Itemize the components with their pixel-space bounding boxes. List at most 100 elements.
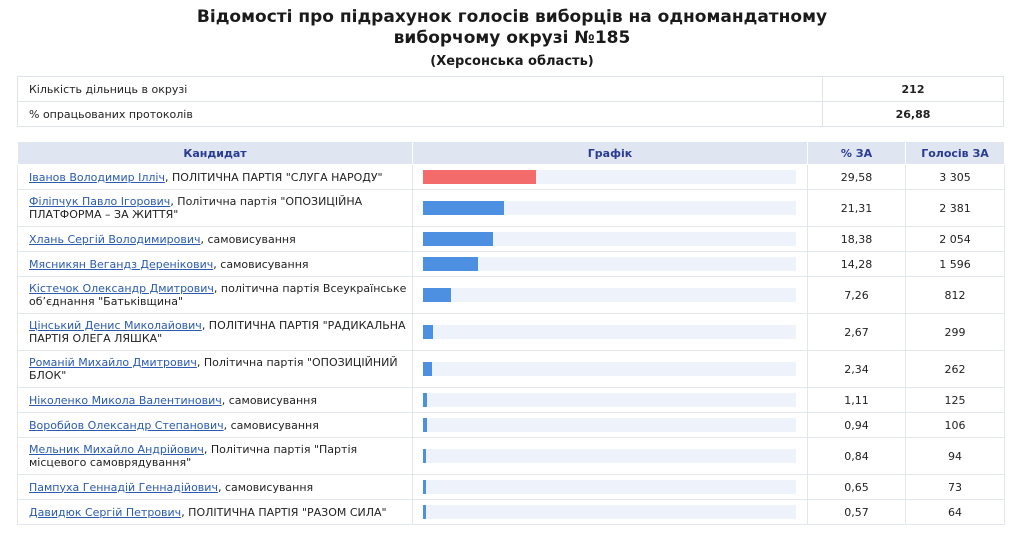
- candidate-cell: Філіпчук Павло Ігорович, Політична парті…: [17, 189, 413, 227]
- vote-share-bar: [423, 232, 493, 246]
- votes-cell: 2 054: [905, 226, 1005, 252]
- votes-cell: 64: [905, 499, 1005, 525]
- candidate-cell: Хлань Сергій Володимирович, самовисуванн…: [17, 226, 413, 252]
- graph-cell: [412, 412, 808, 438]
- candidate-link[interactable]: Романій Михайло Дмитрович: [29, 356, 197, 369]
- vote-share-bar: [423, 201, 504, 215]
- percent-cell: 18,38: [807, 226, 906, 252]
- candidate-link[interactable]: Давидюк Сергій Петрович: [29, 505, 182, 519]
- bar-track: [423, 325, 796, 339]
- percent-cell: 0,84: [807, 437, 906, 475]
- candidate-cell: Давидюк Сергій Петрович, ПОЛІТИЧНА ПАРТІ…: [17, 499, 413, 525]
- candidate-cell: Воробйов Олександр Степанович, самовисув…: [17, 412, 413, 438]
- bar-track: [423, 393, 796, 407]
- table-row: Мельник Михайло Андрійович, Політична па…: [17, 437, 1005, 475]
- candidate-link[interactable]: Ніколенко Микола Валентинович: [29, 393, 222, 407]
- candidate-link[interactable]: Хлань Сергій Володимирович: [29, 232, 201, 246]
- votes-cell: 1 596: [905, 251, 1005, 277]
- candidate-cell: Кістечок Олександр Дмитрович, політична …: [17, 276, 413, 314]
- candidate-party: , самовисування: [200, 232, 296, 246]
- candidate-party: , Політична партія "ОПОЗИЦІЙНИЙ БЛОК": [29, 356, 398, 382]
- candidate-link[interactable]: Цінський Денис Миколайович: [29, 319, 202, 332]
- table-row: Філіпчук Павло Ігорович, Політична парті…: [17, 189, 1005, 227]
- bar-track: [423, 232, 796, 246]
- votes-cell: 262: [905, 350, 1005, 388]
- table-row: Воробйов Олександр Степанович, самовисув…: [17, 412, 1005, 438]
- table-row: Хлань Сергій Володимирович, самовисуванн…: [17, 226, 1005, 252]
- processed-label: % опрацьованих протоколів: [17, 101, 823, 127]
- graph-cell: [412, 313, 808, 351]
- table-row: Ніколенко Микола Валентинович, самовисув…: [17, 387, 1005, 413]
- header-graph: Графік: [412, 141, 808, 165]
- graph-cell: [412, 499, 808, 525]
- graph-cell: [412, 189, 808, 227]
- percent-cell: 0,94: [807, 412, 906, 438]
- vote-share-bar: [423, 449, 426, 463]
- percent-cell: 29,58: [807, 164, 906, 190]
- votes-cell: 3 305: [905, 164, 1005, 190]
- percent-cell: 0,65: [807, 474, 906, 500]
- percent-cell: 14,28: [807, 251, 906, 277]
- table-row: Давидюк Сергій Петрович, ПОЛІТИЧНА ПАРТІ…: [17, 499, 1005, 525]
- votes-cell: 812: [905, 276, 1005, 314]
- candidate-cell: Мясникян Вегандз Деренікович, самовисува…: [17, 251, 413, 277]
- candidate-link[interactable]: Кістечок Олександр Дмитрович: [29, 282, 214, 295]
- percent-cell: 21,31: [807, 189, 906, 227]
- candidate-party: , ПОЛІТИЧНА ПАРТІЯ "СЛУГА НАРОДУ": [164, 170, 383, 184]
- votes-cell: 125: [905, 387, 1005, 413]
- results-header-row: Кандидат Графік % ЗА Голосів ЗА: [17, 141, 1005, 165]
- candidate-party: , самовисування: [221, 393, 317, 407]
- table-row: Кістечок Олександр Дмитрович, політична …: [17, 276, 1005, 314]
- candidate-party: , самовисування: [213, 257, 309, 271]
- bar-track: [423, 201, 796, 215]
- percent-cell: 2,34: [807, 350, 906, 388]
- processed-value: 26,88: [822, 101, 1004, 127]
- graph-cell: [412, 276, 808, 314]
- candidate-party: , ПОЛІТИЧНА ПАРТІЯ "РАЗОМ СИЛА": [181, 505, 387, 519]
- vote-share-bar: [423, 257, 478, 271]
- table-row: Пампуха Геннадій Геннадійович, самовисув…: [17, 474, 1005, 500]
- percent-cell: 1,11: [807, 387, 906, 413]
- table-row: Романій Михайло Дмитрович, Політична пар…: [17, 350, 1005, 388]
- candidate-party: , Політична партія "Партія місцевого сам…: [29, 443, 358, 469]
- header-votes: Голосів ЗА: [905, 141, 1005, 165]
- table-row: Мясникян Вегандз Деренікович, самовисува…: [17, 251, 1005, 277]
- candidate-link[interactable]: Мясникян Вегандз Деренікович: [29, 257, 214, 271]
- vote-share-bar: [423, 418, 427, 432]
- summary-table: Кількість дільниць в окрузі 212 % опраць…: [17, 76, 1004, 127]
- results-table: Кандидат Графік % ЗА Голосів ЗА Іванов В…: [17, 141, 1005, 525]
- graph-cell: [412, 350, 808, 388]
- votes-cell: 73: [905, 474, 1005, 500]
- summary-row-stations: Кількість дільниць в окрузі 212: [17, 76, 1004, 102]
- graph-cell: [412, 164, 808, 190]
- candidate-link[interactable]: Пампуха Геннадій Геннадійович: [29, 480, 218, 494]
- candidate-link[interactable]: Іванов Володимир Ілліч: [29, 170, 165, 184]
- candidate-cell: Ніколенко Микола Валентинович, самовисув…: [17, 387, 413, 413]
- candidate-party: , політична партія Всеукраїнське об’єдна…: [29, 282, 407, 308]
- bar-track: [423, 362, 796, 376]
- vote-share-bar: [423, 505, 426, 519]
- candidate-party: , самовисування: [217, 480, 314, 494]
- graph-cell: [412, 437, 808, 475]
- region-subtitle: (Херсонська область): [430, 54, 594, 69]
- percent-cell: 2,67: [807, 313, 906, 351]
- candidate-cell: Цінський Денис Миколайович, ПОЛІТИЧНА ПА…: [17, 313, 413, 351]
- vote-share-bar: [423, 362, 432, 376]
- table-row: Цінський Денис Миколайович, ПОЛІТИЧНА ПА…: [17, 313, 1005, 351]
- vote-share-bar: [423, 393, 427, 407]
- graph-cell: [412, 387, 808, 413]
- candidate-link[interactable]: Філіпчук Павло Ігорович: [29, 195, 171, 208]
- bar-track: [423, 257, 796, 271]
- title-line-1: Відомості про підрахунок голосів виборці…: [196, 7, 828, 27]
- results-body: Іванов Володимир Ілліч, ПОЛІТИЧНА ПАРТІЯ…: [17, 164, 1005, 525]
- header-percent: % ЗА: [807, 141, 906, 165]
- candidate-cell: Мельник Михайло Андрійович, Політична па…: [17, 437, 413, 475]
- vote-share-bar: [423, 480, 426, 494]
- candidate-party: , Політична партія "ОПОЗИЦІЙНА ПЛАТФОРМА…: [29, 195, 363, 221]
- percent-cell: 7,26: [807, 276, 906, 314]
- votes-cell: 2 381: [905, 189, 1005, 227]
- candidate-link[interactable]: Воробйов Олександр Степанович: [29, 418, 224, 432]
- header-candidate: Кандидат: [17, 141, 413, 165]
- summary-row-processed: % опрацьованих протоколів 26,88: [17, 101, 1004, 127]
- candidate-link[interactable]: Мельник Михайло Андрійович: [29, 443, 204, 456]
